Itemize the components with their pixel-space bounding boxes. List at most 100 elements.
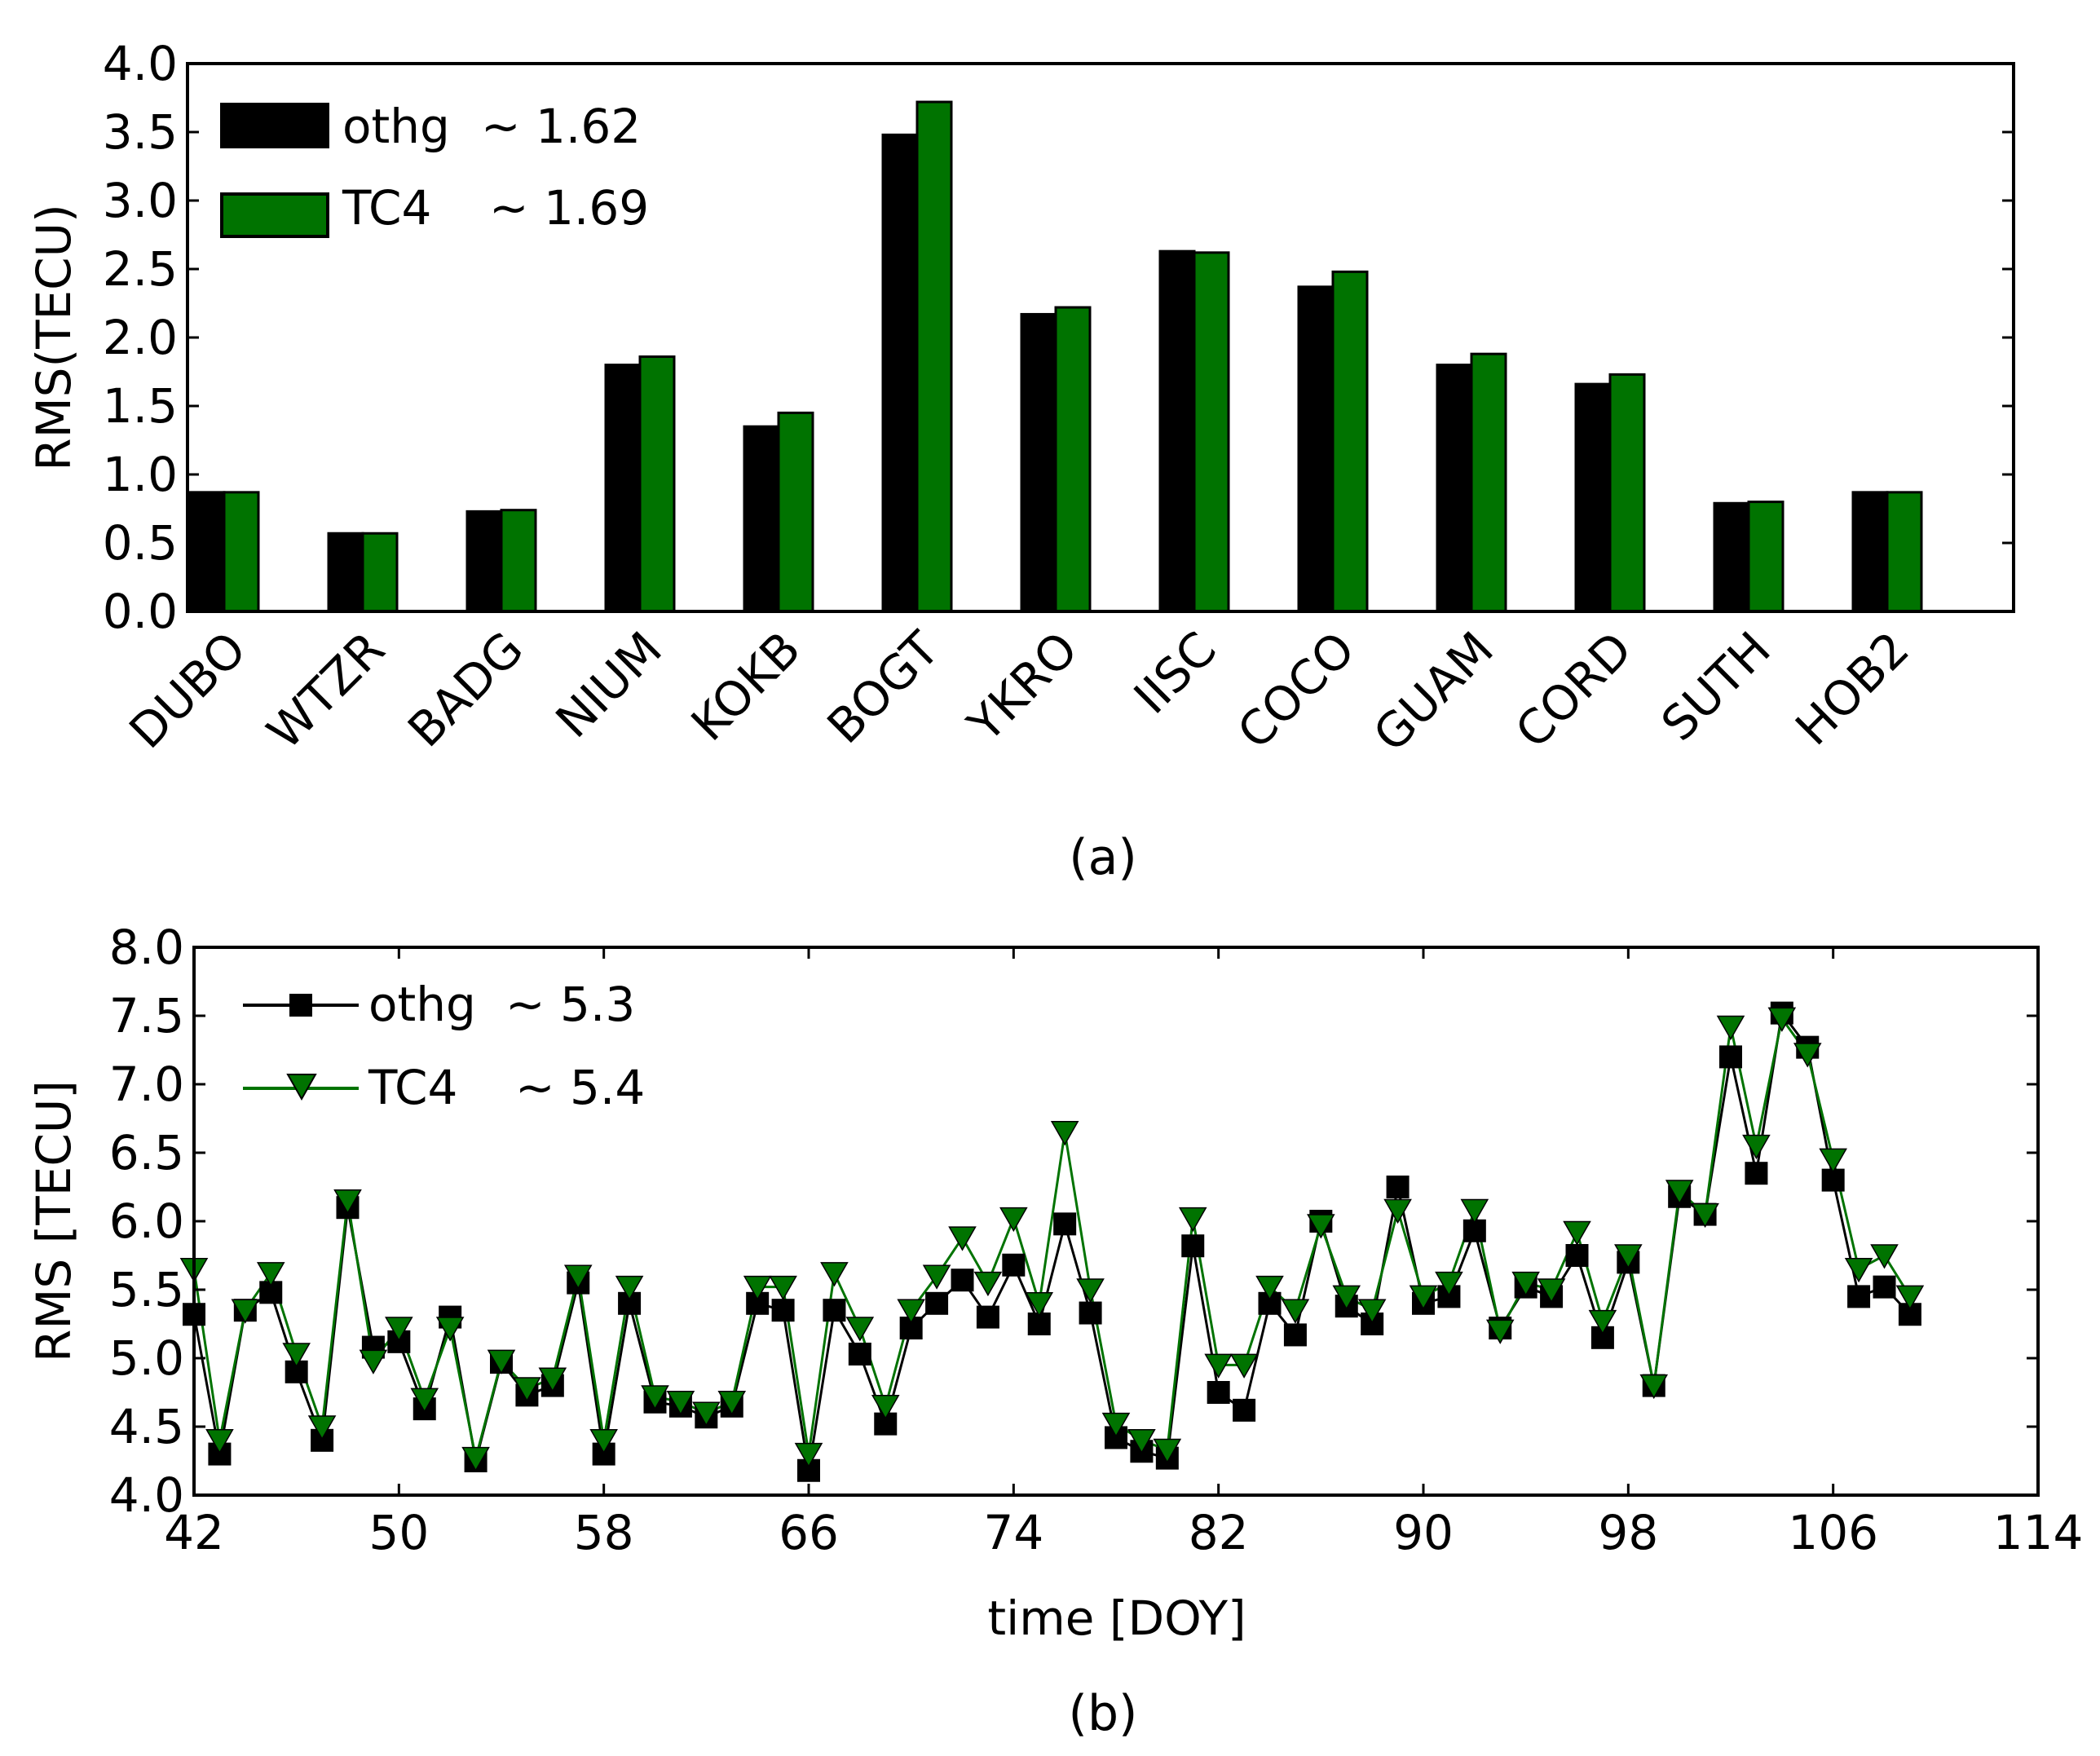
bar-tc4-hob2 <box>1886 491 1923 613</box>
point-tc4 <box>1639 1374 1669 1400</box>
point-othg <box>1283 1323 1307 1347</box>
y-tick-label: 8.0 <box>109 920 184 975</box>
point-othg <box>976 1305 999 1329</box>
legend-label-tc4: TC4 <box>368 1060 457 1115</box>
y-tick-label: 7.5 <box>109 988 184 1043</box>
point-tc4 <box>1153 1438 1182 1464</box>
point-othg <box>823 1299 846 1322</box>
bar-othg-hob2 <box>1851 491 1889 613</box>
y-tick-label: 2.0 <box>103 310 178 365</box>
point-tc4 <box>1460 1198 1489 1224</box>
point-othg <box>1079 1301 1102 1325</box>
y-tick-label: 3.0 <box>103 173 178 228</box>
legend-label-othg: othg <box>342 99 450 154</box>
point-tc4 <box>717 1391 747 1416</box>
point-tc4 <box>871 1395 900 1420</box>
y-tick-label: 5.0 <box>109 1330 184 1386</box>
point-tc4 <box>487 1349 516 1374</box>
y-tick-label: 5.5 <box>109 1262 184 1317</box>
legend: othg ~ 5.3 TC4 ~ 5.4 <box>243 977 645 1115</box>
point-tc4 <box>1614 1244 1643 1269</box>
point-tc4 <box>845 1317 875 1342</box>
bar-tc4-kokb <box>777 411 814 613</box>
x-tick-label: 114 <box>1993 1505 2084 1560</box>
point-tc4 <box>948 1226 977 1251</box>
y-tick-label: 6.0 <box>109 1193 184 1249</box>
point-tc4 <box>1485 1319 1515 1344</box>
point-tc4 <box>1383 1198 1412 1224</box>
point-tc4 <box>231 1299 260 1324</box>
point-tc4 <box>820 1262 849 1287</box>
y-tick-label: 2.5 <box>103 241 178 297</box>
x-axis-title: time [DOY] <box>987 1591 1246 1646</box>
point-tc4 <box>692 1401 721 1427</box>
legend-label-tc4: TC4 <box>342 180 431 236</box>
y-tick-label: 4.5 <box>109 1399 184 1454</box>
bar-othg-bogt <box>881 133 919 613</box>
x-tick-label: 98 <box>1598 1505 1658 1560</box>
point-tc4 <box>1895 1285 1925 1310</box>
point-othg <box>1207 1381 1230 1404</box>
legend-label-othg: othg <box>368 977 476 1032</box>
point-tc4 <box>973 1271 1003 1297</box>
legend-marker-othg <box>289 994 312 1017</box>
legend-marker-tc4 <box>286 1074 317 1101</box>
point-tc4 <box>1588 1309 1617 1335</box>
legend: othg ~ 1.62 TC4 ~ 1.69 <box>220 99 649 238</box>
point-tc4 <box>513 1377 541 1402</box>
point-othg <box>1386 1176 1410 1198</box>
y-tick-label: 6.5 <box>109 1125 184 1180</box>
point-tc4 <box>435 1317 465 1342</box>
point-tc4 <box>1870 1244 1899 1269</box>
legend-value-tc4: ~ 1.69 <box>489 180 649 236</box>
point-othg <box>1181 1234 1205 1258</box>
point-tc4 <box>1665 1180 1694 1205</box>
point-tc4 <box>743 1275 772 1301</box>
point-othg <box>951 1268 974 1292</box>
point-tc4 <box>1204 1353 1233 1379</box>
bar-othg-nium <box>604 364 642 613</box>
legend-value-othg: ~ 5.3 <box>505 977 635 1032</box>
bar-tc4-iisc <box>1193 251 1230 613</box>
point-tc4 <box>1844 1258 1873 1283</box>
x-tick-label: 58 <box>574 1505 634 1560</box>
point-tc4 <box>615 1275 644 1301</box>
bar-othg-badg <box>465 510 503 613</box>
caption-a: (a) <box>1069 829 1137 886</box>
point-tc4 <box>589 1429 618 1454</box>
point-tc4 <box>282 1343 311 1368</box>
point-tc4 <box>461 1446 490 1472</box>
point-tc4 <box>538 1367 567 1392</box>
point-tc4 <box>1563 1220 1591 1246</box>
point-tc4 <box>1357 1299 1387 1324</box>
point-tc4 <box>1255 1275 1284 1301</box>
point-tc4 <box>1229 1353 1259 1379</box>
point-tc4 <box>641 1385 669 1410</box>
legend-swatch-othg <box>220 103 329 148</box>
point-tc4 <box>563 1264 593 1290</box>
bar-tc4-nium <box>638 355 676 613</box>
bar-othg-guam <box>1436 364 1473 613</box>
point-tc4 <box>1101 1412 1131 1438</box>
y-axis-ticks: 4.0 4.5 5.0 5.5 6.0 6.5 7.0 7.5 8.0 <box>109 920 2038 1523</box>
point-tc4 <box>1435 1271 1463 1297</box>
point-tc4 <box>385 1317 413 1342</box>
point-tc4 <box>1691 1202 1719 1229</box>
point-othg <box>1745 1162 1768 1185</box>
bar-tc4-bogt <box>915 100 953 613</box>
bar-othg-wtzr <box>327 532 364 613</box>
bar-tc4-suth <box>1747 501 1785 613</box>
bar-othg-iisc <box>1158 249 1196 613</box>
point-tc4 <box>999 1207 1028 1233</box>
bar-tc4-cord <box>1608 373 1646 613</box>
y-tick-label: 4.0 <box>109 1467 184 1523</box>
point-tc4 <box>1537 1278 1566 1304</box>
point-tc4 <box>1409 1285 1438 1310</box>
point-tc4 <box>205 1429 234 1454</box>
point-othg <box>1719 1045 1742 1069</box>
x-tick-label: 42 <box>164 1505 224 1560</box>
point-tc4 <box>1178 1207 1207 1233</box>
point-tc4 <box>1793 1043 1822 1068</box>
point-tc4 <box>256 1262 285 1287</box>
